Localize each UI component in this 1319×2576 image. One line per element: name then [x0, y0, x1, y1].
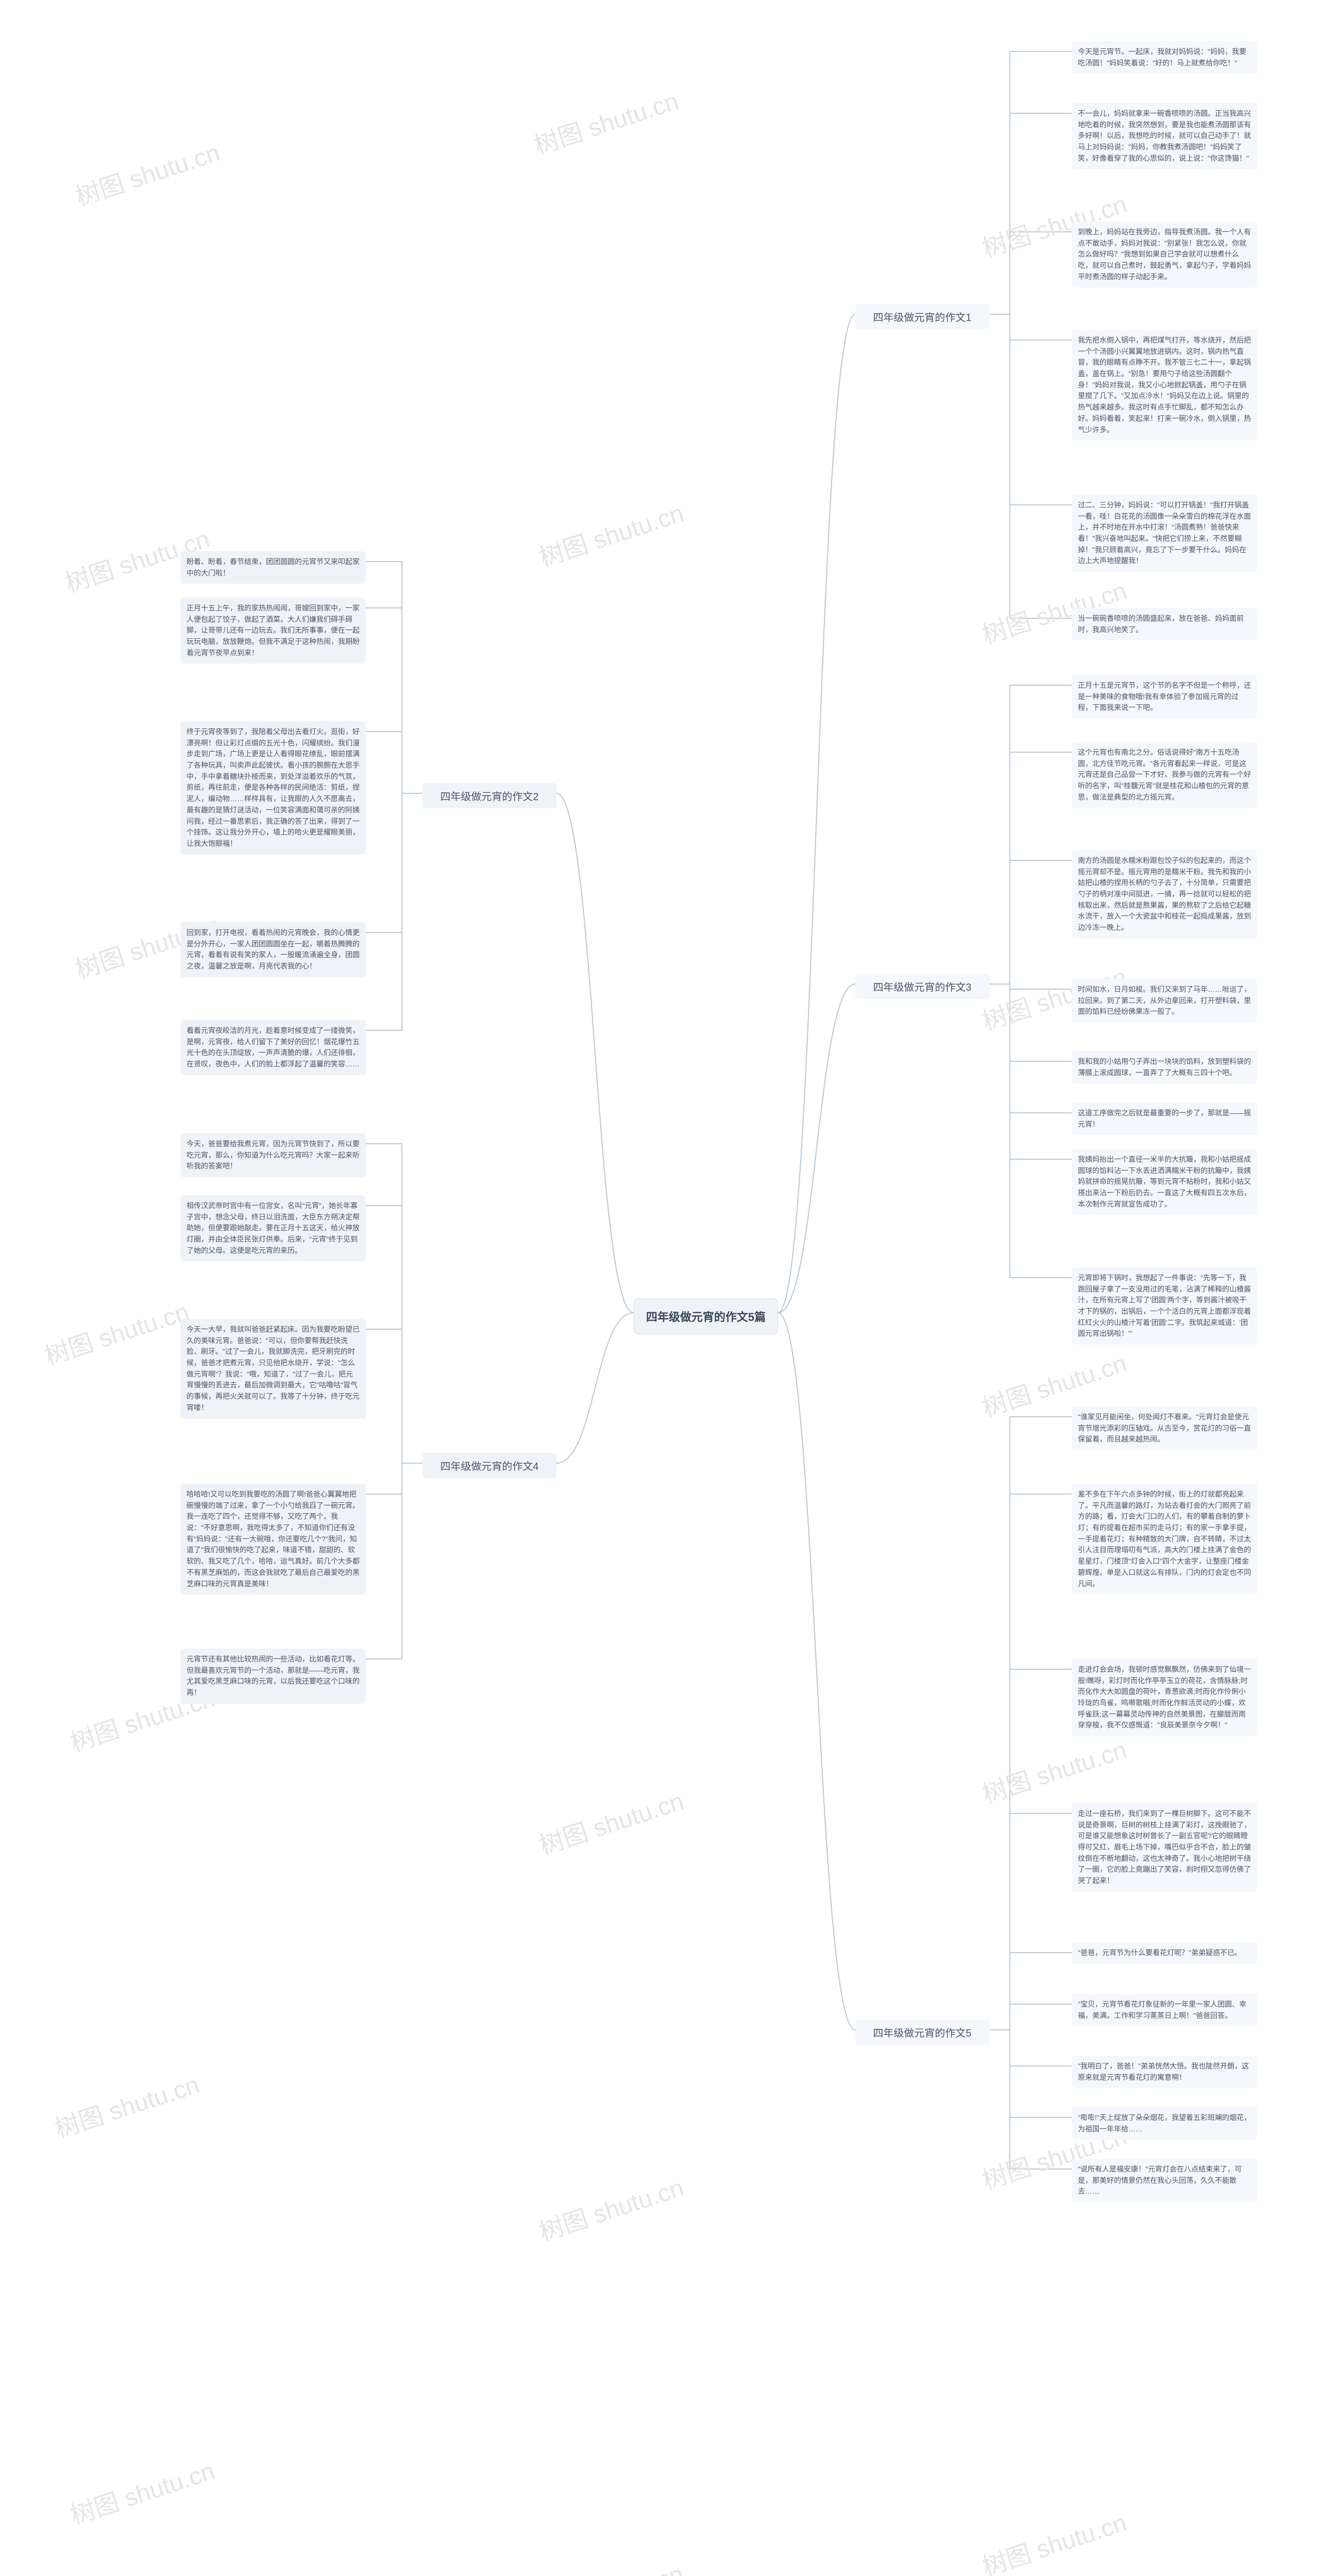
watermark: 树图 shutu.cn	[977, 2502, 1130, 2576]
leaf-node: 今天一大早，我就叫爸爸赶紧起床。因为我要吃盼望已久的美味元宵。爸爸说："可以，但…	[180, 1319, 366, 1419]
leaf-text: 正月十五是元宵节，这个节的名字不但是一个称呼，还是一种美味的食物哦!我有幸体验了…	[1078, 681, 1251, 711]
leaf-node: 今天，爸爸要给我煮元宵，因为元宵节快到了，所以要吃元宵，那么，你知道为什么吃元宵…	[180, 1133, 366, 1177]
branch-node: 四年级做元宵的作文1	[855, 304, 989, 329]
leaf-node: 南方的汤圆是水糯米粉跟包饺子似的包起来的，而这个摇元宵却不是。摇元宵用的是糯米干…	[1072, 850, 1257, 939]
leaf-node: 这个元宵也有南北之分。俗话说得好"南方十五吃汤圆，北方佳节吃元宵。"各元宵看起来…	[1072, 742, 1257, 808]
watermark: 树图 shutu.cn	[49, 2064, 203, 2145]
leaf-text: 今天是元宵节。一起床，我就对妈妈说："妈妈，我要吃汤圆！"妈妈笑着说："好的！马…	[1078, 47, 1246, 67]
leaf-node: 正月十五上午，我的家热热闹闹，哥嫂回到家中，一家人便包起了饺子，做起了酒菜。大人…	[180, 598, 366, 664]
watermark: 树图 shutu.cn	[977, 1730, 1130, 1810]
leaf-node: 时间如水，日月如梭。我们又来到了马年……咝运了，拉回来。到了第二天，从外边拿回来…	[1072, 979, 1257, 1023]
leaf-node: 走进灯会会场，我顿时感觉飘飘然，仿佛来到了仙境一般!瞧呀，彩灯时而化作亭亭玉立的…	[1072, 1659, 1257, 1736]
leaf-text: "嘭嘭!"天上绽放了朵朵烟花，我望着五彩斑斓的烟花，为祖国一年年给……	[1078, 2113, 1251, 2133]
leaf-node: "爸爸，元宵节为什么要看花灯呢？"弟弟疑惑不已。	[1072, 1942, 1257, 1964]
leaf-text: 差不多在下午六点多钟的时候，街上的灯就都亮起来了。平凡而温馨的路灯，为站去看灯会…	[1078, 1490, 1251, 1588]
leaf-text: 看着元宵夜皎洁的月光，趁着意时候变成了一缕微笑，是啊，元宵夜，给人们留下了美好的…	[187, 1026, 360, 1068]
leaf-text: 当一碗碗香喷喷的汤圆盛起来，放在爸爸、妈妈面前时，我高兴地笑了。	[1078, 614, 1244, 634]
leaf-text: 元宵即将下锅时，我想起了一件事说："先等一下，我跑回屋子拿了一支没用过的毛笔，沾…	[1078, 1274, 1251, 1337]
leaf-text: 回到家，打开电视，看着热闹的元宵晚会，我的心情更是分外开心，一家人团团圆圆坐在一…	[187, 928, 360, 970]
branch-label: 四年级做元宵的作文4	[440, 1461, 538, 1472]
leaf-node: "嘭嘭!"天上绽放了朵朵烟花，我望着五彩斑斓的烟花，为祖国一年年给……	[1072, 2107, 1257, 2140]
leaf-text: "说所有人是福安康！"元宵灯会在八点结束来了，可是，那美好的情景仍然在我心头回荡…	[1078, 2165, 1242, 2195]
leaf-node: 哈哈哈!又可以吃到我要吃的汤圆了啊!爸爸心翼翼地把碗慢慢的端了过来，拿了一个小勺…	[180, 1484, 366, 1595]
leaf-node: "说所有人是福安康！"元宵灯会在八点结束来了，可是，那美好的情景仍然在我心头回荡…	[1072, 2159, 1257, 2202]
leaf-node: 这道工序做完之后就是最重要的一步了，那就是——摇元宵！	[1072, 1103, 1257, 1135]
leaf-node: "宝贝，元宵节看花灯象征新的一年里一家人团圆、幸福，美满。工作和学习蒸蒸日上啊！…	[1072, 1994, 1257, 2026]
leaf-node: 差不多在下午六点多钟的时候，街上的灯就都亮起来了。平凡而温馨的路灯，为站去看灯会…	[1072, 1484, 1257, 1595]
leaf-node: 相传汉武帝时宫中有一位宫女，名叫"元宵"，她长年寡子宫中，想念父母，终日以泪洗面…	[180, 1195, 366, 1261]
branch-label: 四年级做元宵的作文2	[440, 791, 538, 803]
watermark: 树图 shutu.cn	[534, 2554, 687, 2576]
leaf-text: 我姨妈抬出一个直径一米半的大抗簸，我和小姑把摇成圆球的馅料沾一下水丢进洒满糯米干…	[1078, 1155, 1251, 1208]
leaf-node: 元宵即将下锅时，我想起了一件事说："先等一下，我跑回屋子拿了一支没用过的毛笔，沾…	[1072, 1267, 1257, 1345]
leaf-text: "我明白了，爸爸！"弟弟恍然大悟。我也陡然开朗，这原来就是元宵节看花灯的寓意啊！	[1078, 2062, 1249, 2081]
leaf-text: 这道工序做完之后就是最重要的一步了，那就是——摇元宵！	[1078, 1109, 1251, 1128]
watermark: 树图 shutu.cn	[534, 2167, 687, 2248]
root-label: 四年级做元宵的作文5篇	[646, 1311, 766, 1324]
leaf-text: 盼着、盼着，春节结束，团团圆圆的元宵节又来叩起家中的大门啦！	[187, 557, 360, 577]
leaf-node: 看着元宵夜皎洁的月光，趁着意时候变成了一缕微笑，是啊，元宵夜，给人们留下了美好的…	[180, 1020, 366, 1075]
leaf-node: 不一会儿，妈妈就拿来一碗香喷喷的汤圆。正当我高兴地吃着的时候，我突然想到，要是我…	[1072, 103, 1257, 169]
watermark: 树图 shutu.cn	[529, 81, 682, 161]
leaf-text: 正月十五上午，我的家热热闹闹，哥嫂回到家中，一家人便包起了饺子，做起了酒菜。大人…	[187, 604, 360, 657]
branch-node: 四年级做元宵的作文4	[422, 1453, 556, 1478]
branch-label: 四年级做元宵的作文5	[873, 2028, 971, 2039]
leaf-text: 元宵节还有其他比较热闹的一些活动，比如看花灯等。但我最喜欢元宵节的一个活动，那就…	[187, 1655, 360, 1697]
leaf-text: 终于元宵夜等到了，我陪着父母出去看灯火。逛街，好漂亮啊！但让彩灯点缀的五光十色，…	[187, 727, 360, 848]
leaf-text: 哈哈哈!又可以吃到我要吃的汤圆了啊!爸爸心翼翼地把碗慢慢的端了过来，拿了一个小勺…	[187, 1490, 360, 1588]
branch-label: 四年级做元宵的作文3	[873, 982, 971, 993]
leaf-node: 我先把水倒入锅中，再把煤气打开，等水烧开，然后把一个个汤圆小兴翼翼地放进锅内。这…	[1072, 330, 1257, 440]
leaf-text: 相传汉武帝时宫中有一位宫女，名叫"元宵"，她长年寡子宫中，想念父母，终日以泪洗面…	[187, 1201, 360, 1255]
leaf-text: "宝贝，元宵节看花灯象征新的一年里一家人团圆、幸福，美满。工作和学习蒸蒸日上啊！…	[1078, 2000, 1246, 2020]
leaf-text: 我先把水倒入锅中，再把煤气打开，等水烧开，然后把一个个汤圆小兴翼翼地放进锅内。这…	[1078, 336, 1251, 434]
leaf-text: "谁家见月能闲坐，何处闻灯不看来。"元宵灯会是使元宵节增光添彩的压轴戏。从古至今…	[1078, 1413, 1251, 1443]
leaf-text: 走进灯会会场，我顿时感觉飘飘然，仿佛来到了仙境一般!瞧呀，彩灯时而化作亭亭玉立的…	[1078, 1665, 1251, 1729]
leaf-node: 正月十五是元宵节，这个节的名字不但是一个称呼，还是一种美味的食物哦!我有幸体验了…	[1072, 675, 1257, 719]
leaf-text: 南方的汤圆是水糯米粉跟包饺子似的包起来的，而这个摇元宵却不是。摇元宵用的是糯米干…	[1078, 856, 1251, 931]
leaf-text: 到晚上，妈妈站在我旁边，指导我煮汤圆。我一个人有点不敢动手，妈妈对我说："别紧张…	[1078, 228, 1251, 281]
leaf-text: 走过一座石桥，我们来到了一棵巨树脚下。这可不能不说是奇景啊，巨树的树枝上挂满了彩…	[1078, 1809, 1251, 1885]
leaf-node: 终于元宵夜等到了，我陪着父母出去看灯火。逛街，好漂亮啊！但让彩灯点缀的五光十色，…	[180, 721, 366, 855]
leaf-node: 今天是元宵节。一起床，我就对妈妈说："妈妈，我要吃汤圆！"妈妈笑着说："好的！马…	[1072, 41, 1257, 74]
leaf-node: 到晚上，妈妈站在我旁边，指导我煮汤圆。我一个人有点不敢动手，妈妈对我说："别紧张…	[1072, 222, 1257, 287]
leaf-node: 回到家，打开电视，看着热闹的元宵晚会，我的心情更是分外开心，一家人团团圆圆坐在一…	[180, 922, 366, 977]
leaf-node: 盼着、盼着，春节结束，团团圆圆的元宵节又来叩起家中的大门啦！	[180, 551, 366, 584]
root-node: 四年级做元宵的作文5篇	[634, 1298, 778, 1334]
leaf-node: "我明白了，爸爸！"弟弟恍然大悟。我也陡然开朗，这原来就是元宵节看花灯的寓意啊！	[1072, 2056, 1257, 2088]
leaf-text: "爸爸，元宵节为什么要看花灯呢？"弟弟疑惑不已。	[1078, 1948, 1242, 1957]
leaf-node: 元宵节还有其他比较热闹的一些活动，比如看花灯等。但我最喜欢元宵节的一个活动，那就…	[180, 1649, 366, 1704]
leaf-node: 走过一座石桥，我们来到了一棵巨树脚下。这可不能不说是奇景啊，巨树的树枝上挂满了彩…	[1072, 1803, 1257, 1892]
leaf-node: 当一碗碗香喷喷的汤圆盛起来，放在爸爸、妈妈面前时，我高兴地笑了。	[1072, 608, 1257, 640]
leaf-node: "谁家见月能闲坐，何处闻灯不看来。"元宵灯会是使元宵节增光添彩的压轴戏。从古至今…	[1072, 1406, 1257, 1450]
watermark: 树图 shutu.cn	[39, 1292, 193, 1372]
leaf-text: 今天，爸爸要给我煮元宵，因为元宵节快到了，所以要吃元宵，那么，你知道为什么吃元宵…	[187, 1140, 360, 1170]
watermark: 树图 shutu.cn	[534, 493, 687, 573]
leaf-node: 我姨妈抬出一个直径一米半的大抗簸，我和小姑把摇成圆球的馅料沾一下水丢进洒满糯米干…	[1072, 1149, 1257, 1215]
watermark: 树图 shutu.cn	[70, 132, 224, 213]
branch-label: 四年级做元宵的作文1	[873, 312, 971, 324]
leaf-text: 今天一大早，我就叫爸爸赶紧起床。因为我要吃盼望已久的美味元宵。爸爸说："可以，但…	[187, 1325, 360, 1412]
branch-node: 四年级做元宵的作文3	[855, 974, 989, 999]
leaf-text: 时间如水，日月如梭。我们又来到了马年……咝运了，拉回来。到了第二天，从外边拿回来…	[1078, 985, 1251, 1015]
leaf-node: 过二、三分钟，妈妈说："可以打开锅盖！"我打开锅盖一看，哇！白花花的汤圆像一朵朵…	[1072, 495, 1257, 572]
branch-node: 四年级做元宵的作文2	[422, 783, 556, 808]
watermark: 树图 shutu.cn	[65, 2451, 218, 2531]
leaf-text: 这个元宵也有南北之分。俗话说得好"南方十五吃汤圆，北方佳节吃元宵。"各元宵看起来…	[1078, 748, 1251, 801]
branch-node: 四年级做元宵的作文5	[855, 2020, 989, 2045]
leaf-text: 我和我的小姑用勺子弄出一块块的馅料，放到塑料袋的薄膜上滚成圆球，一直弄了了大概有…	[1078, 1057, 1251, 1077]
leaf-text: 过二、三分钟，妈妈说："可以打开锅盖！"我打开锅盖一看，哇！白花花的汤圆像一朵朵…	[1078, 501, 1251, 565]
leaf-node: 我和我的小姑用勺子弄出一块块的馅料，放到塑料袋的薄膜上滚成圆球，一直弄了了大概有…	[1072, 1051, 1257, 1083]
leaf-text: 不一会儿，妈妈就拿来一碗香喷喷的汤圆。正当我高兴地吃着的时候，我突然想到，要是我…	[1078, 109, 1251, 162]
watermark: 树图 shutu.cn	[534, 1781, 687, 1861]
